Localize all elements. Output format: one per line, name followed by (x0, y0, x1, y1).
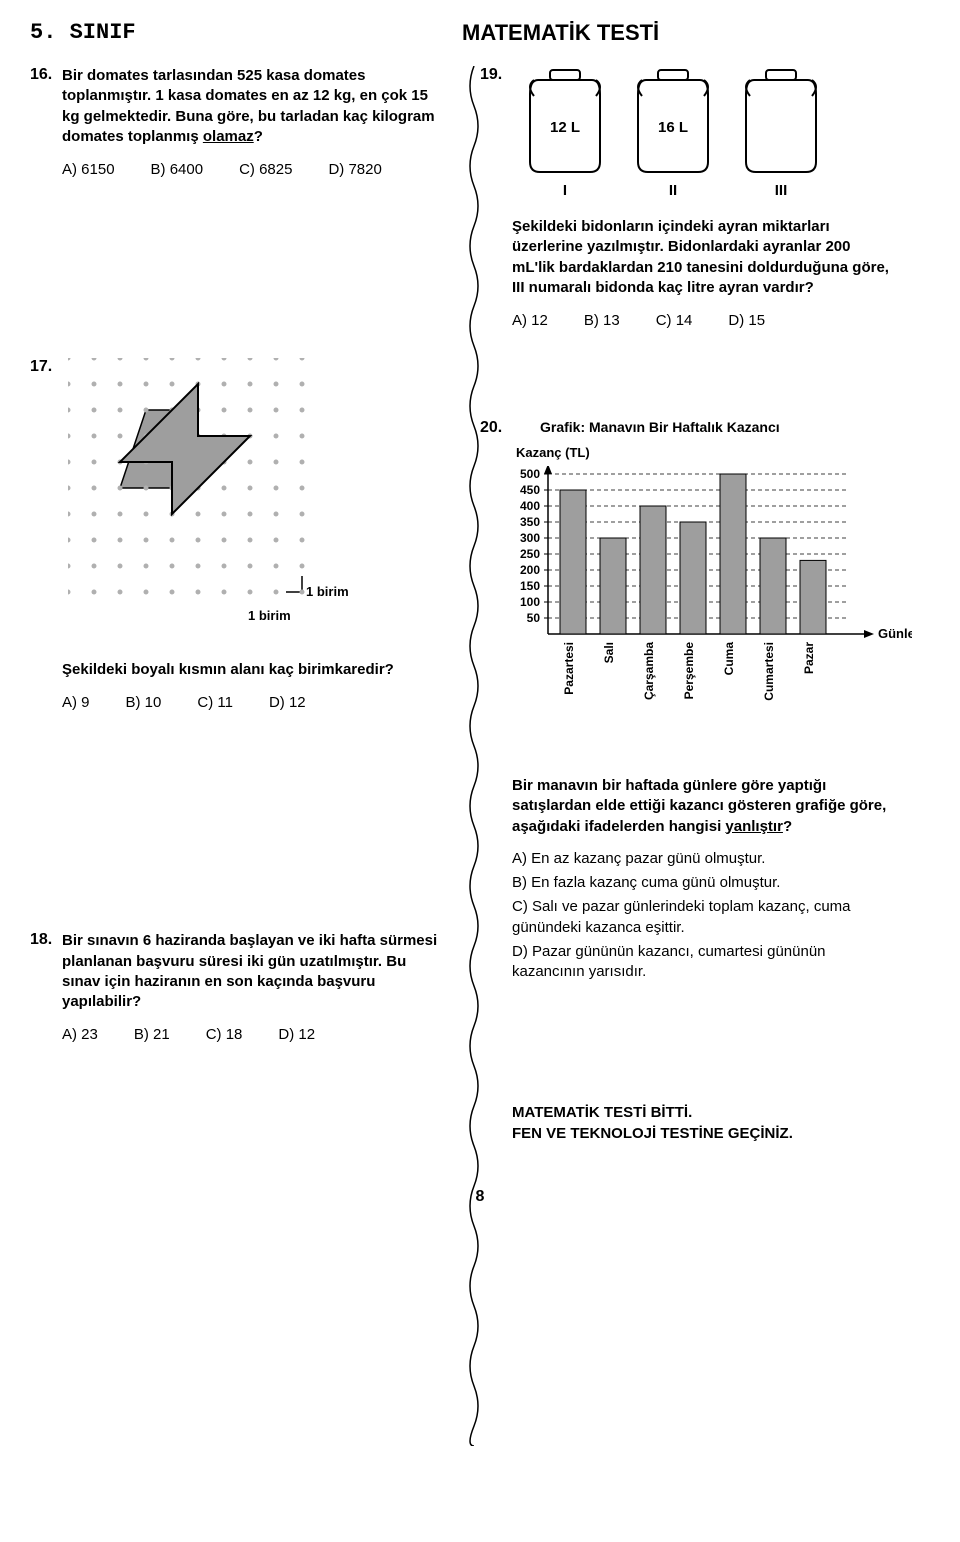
q19-text: Şekildeki bidonların içindeki ayran mikt… (512, 217, 894, 298)
svg-text:450: 450 (520, 483, 540, 497)
q20-opt-d[interactable]: D) Pazar gününün kazancı, cumartesi günü… (512, 942, 894, 983)
question-18: 18. Bir sınavın 6 haziranda başlayan ve … (62, 931, 444, 1043)
question-16: 16. Bir domates tarlasından 525 kasa dom… (62, 66, 444, 178)
q17-unit-h: 1 birim (306, 584, 349, 599)
jug-2-label: 16 L (658, 119, 688, 136)
svg-text:Pazar: Pazar (802, 642, 816, 674)
svg-text:Günler: Günler (878, 626, 912, 641)
q17-text: Şekildeki boyalı kısmın alanı kaç birimk… (62, 660, 444, 680)
q16-text-post: ? (254, 128, 263, 145)
jug-icon: 12 L (520, 66, 610, 176)
q16-opt-a[interactable]: A) 6150 (62, 161, 115, 178)
jug-1-roman: I (520, 182, 610, 199)
svg-text:250: 250 (520, 547, 540, 561)
q17-opt-b[interactable]: B) 10 (126, 694, 162, 711)
q16-options: A) 6150 B) 6400 C) 6825 D) 7820 (62, 161, 444, 178)
svg-text:Pazartesi: Pazartesi (562, 642, 576, 695)
jug-1-label: 12 L (550, 119, 580, 136)
q16-text-under: olamaz (203, 128, 254, 145)
grade-label: 5. SINIF (30, 20, 462, 46)
q17-unit-v: 1 birim (248, 608, 291, 623)
left-column: 16. Bir domates tarlasından 525 kasa dom… (30, 66, 462, 1178)
q19-figure: 12 L I 16 L II (520, 66, 894, 199)
svg-text:Çarşamba: Çarşamba (642, 642, 656, 700)
q19-opt-a[interactable]: A) 12 (512, 312, 548, 329)
q20-chart-title: Grafik: Manavın Bir Haftalık Kazancı (540, 419, 894, 435)
q17-number: 17. (30, 358, 52, 376)
page-body: 16. Bir domates tarlasından 525 kasa dom… (30, 66, 930, 1178)
page-header: 5. SINIF MATEMATİK TESTİ (30, 20, 930, 46)
question-17: 17. (62, 358, 444, 711)
q20-opt-a[interactable]: A) En az kazanç pazar günü olmuştur. (512, 849, 894, 869)
jug-1: 12 L I (520, 66, 610, 199)
end-line-1: MATEMATİK TESTİ BİTTİ. (512, 1102, 894, 1123)
q17-opt-a[interactable]: A) 9 (62, 694, 90, 711)
svg-text:50: 50 (527, 611, 541, 625)
q20-text: Bir manavın bir haftada günlere göre yap… (512, 776, 894, 837)
q17-options: A) 9 B) 10 C) 11 D) 12 (62, 694, 444, 711)
column-divider (462, 66, 486, 1446)
q19-opt-c[interactable]: C) 14 (656, 312, 693, 329)
svg-text:500: 500 (520, 467, 540, 481)
question-19: 19. 12 L I (512, 66, 894, 329)
q20-opt-c[interactable]: C) Salı ve pazar günlerindeki toplam kaz… (512, 897, 894, 938)
svg-text:150: 150 (520, 579, 540, 593)
q18-number: 18. (30, 931, 52, 949)
end-line-2: FEN VE TEKNOLOJİ TESTİNE GEÇİNİZ. (512, 1123, 894, 1144)
svg-text:400: 400 (520, 499, 540, 513)
svg-text:Salı: Salı (602, 642, 616, 663)
q19-opt-b[interactable]: B) 13 (584, 312, 620, 329)
q16-number: 16. (30, 66, 52, 84)
q18-opt-a[interactable]: A) 23 (62, 1026, 98, 1043)
jug-2-roman: II (628, 182, 718, 199)
jug-2: 16 L II (628, 66, 718, 199)
q19-options: A) 12 B) 13 C) 14 D) 15 (512, 312, 894, 329)
svg-text:200: 200 (520, 563, 540, 577)
q16-text: Bir domates tarlasından 525 kasa domates… (62, 66, 444, 147)
svg-text:350: 350 (520, 515, 540, 529)
q17-opt-d[interactable]: D) 12 (269, 694, 306, 711)
svg-text:100: 100 (520, 595, 540, 609)
end-note: MATEMATİK TESTİ BİTTİ. FEN VE TEKNOLOJİ … (512, 1102, 894, 1144)
jug-icon: 16 L (628, 66, 718, 176)
q20-chart-ylabel: Kazanç (TL) (516, 445, 894, 460)
svg-text:Cuma: Cuma (722, 642, 736, 676)
q18-options: A) 23 B) 21 C) 18 D) 12 (62, 1026, 444, 1043)
q16-opt-c[interactable]: C) 6825 (239, 161, 292, 178)
q20-number: 20. (480, 419, 502, 437)
q16-opt-d[interactable]: D) 7820 (328, 161, 381, 178)
q18-opt-c[interactable]: C) 18 (206, 1026, 243, 1043)
q18-text: Bir sınavın 6 haziranda başlayan ve iki … (62, 931, 444, 1012)
q20-text-post: ? (783, 818, 792, 835)
q18-opt-b[interactable]: B) 21 (134, 1026, 170, 1043)
q19-number: 19. (480, 66, 502, 84)
q20-options: A) En az kazanç pazar günü olmuştur. B) … (512, 849, 894, 983)
q18-opt-d[interactable]: D) 12 (278, 1026, 315, 1043)
test-title: MATEMATİK TESTİ (462, 20, 930, 46)
q17-opt-c[interactable]: C) 11 (197, 694, 233, 711)
svg-text:Perşembe: Perşembe (682, 642, 696, 700)
q20-text-under: yanlıştır (725, 818, 783, 835)
right-column: 19. 12 L I (462, 66, 894, 1178)
q19-opt-d[interactable]: D) 15 (728, 312, 765, 329)
q20-opt-b[interactable]: B) En fazla kazanç cuma günü olmuştur. (512, 873, 894, 893)
jug-3: III (736, 66, 826, 199)
jug-icon (736, 66, 826, 176)
q20-chart: 50045040035030025020015010050PazartesiSa… (512, 466, 882, 666)
jug-3-roman: III (736, 182, 826, 199)
q17-figure (68, 358, 444, 648)
q20-text-pre: Bir manavın bir haftada günlere göre yap… (512, 777, 886, 835)
svg-text:Cumartesi: Cumartesi (762, 642, 776, 701)
svg-text:300: 300 (520, 531, 540, 545)
question-20: 20. Grafik: Manavın Bir Haftalık Kazancı… (512, 419, 894, 1144)
q16-opt-b[interactable]: B) 6400 (151, 161, 204, 178)
